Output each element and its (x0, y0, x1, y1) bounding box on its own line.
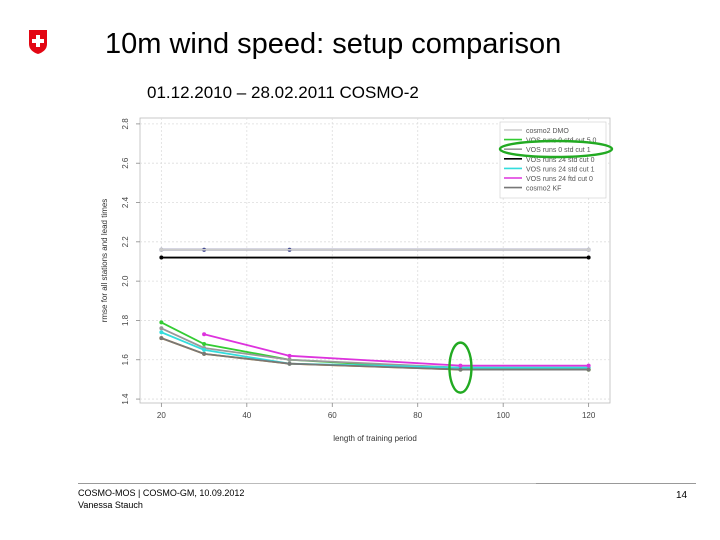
legend-box (499, 121, 607, 199)
series-point (202, 342, 207, 347)
x-tick-label: 80 (413, 411, 422, 420)
legend-label: VOS runs 0 std cut 1 (526, 147, 591, 154)
y-tick-label: 2.0 (121, 275, 130, 287)
y-tick-label: 2.6 (121, 157, 130, 169)
footer-event: COSMO-MOS | COSMO-GM, 10.09.2012 (78, 488, 245, 498)
x-tick-label: 40 (242, 411, 251, 420)
legend-label: VOS runs 24 ftd cut 0 (526, 176, 593, 183)
y-axis-label: rmse for all stations and lead times (100, 199, 109, 323)
legend-label: cosmo2 DMO (526, 128, 569, 135)
series-point (202, 351, 207, 356)
legend-label: VOS runs 24 std cut 0 (526, 157, 595, 164)
y-tick-label: 1.8 (121, 314, 130, 326)
footer-divider-right (536, 483, 696, 484)
series-point (202, 332, 207, 337)
y-tick-label: 2.2 (121, 236, 130, 248)
legend-label: cosmo2 KF (526, 186, 561, 193)
x-tick-label: 120 (582, 411, 596, 420)
slide-title: 10m wind speed: setup comparison (105, 28, 562, 60)
footer-author: Vanessa Stauch (78, 500, 143, 510)
swiss-cross-icon (29, 30, 47, 54)
y-tick-label: 2.8 (121, 118, 130, 130)
x-tick-label: 100 (497, 411, 511, 420)
series-point (159, 247, 164, 252)
point-highlight-ellipse (448, 341, 473, 394)
series-point (287, 361, 292, 366)
x-tick-label: 20 (157, 411, 166, 420)
series-point (287, 357, 292, 362)
footer-divider-left (78, 483, 230, 484)
series-point (202, 347, 207, 352)
y-tick-label: 1.6 (121, 354, 130, 366)
x-tick-label: 60 (328, 411, 337, 420)
series-line-4 (161, 331, 589, 369)
y-tick-label: 2.4 (121, 196, 130, 208)
series-point (586, 367, 591, 372)
series-point (159, 320, 164, 325)
plot-frame (139, 117, 611, 404)
series-point (287, 353, 292, 358)
series-point (586, 363, 591, 368)
series-point (458, 367, 463, 372)
slide-subtitle: 01.12.2010 – 28.02.2011 COSMO-2 (147, 83, 419, 102)
page-number: 14 (676, 490, 688, 501)
x-axis-label: length of training period (333, 434, 417, 443)
legend-highlight-ellipse (498, 139, 614, 159)
series-line-5 (203, 333, 589, 367)
legend-label: VOS runs 24 std cut 1 (526, 166, 595, 173)
series-point (159, 330, 164, 335)
series-point (159, 255, 164, 260)
y-tick-label: 1.4 (121, 393, 130, 405)
footer-divider-mid (230, 483, 536, 484)
series-point (586, 247, 591, 252)
wind-speed-chart: 20 40 60 80 100 120 1.4 1.6 1.8 2.0 2.2 2.4 2.6 2.8 le… (100, 117, 614, 443)
series-point (586, 255, 591, 260)
series-point (458, 363, 463, 368)
series-point (159, 336, 164, 341)
series-point (159, 326, 164, 331)
series-line-1 (160, 321, 589, 371)
